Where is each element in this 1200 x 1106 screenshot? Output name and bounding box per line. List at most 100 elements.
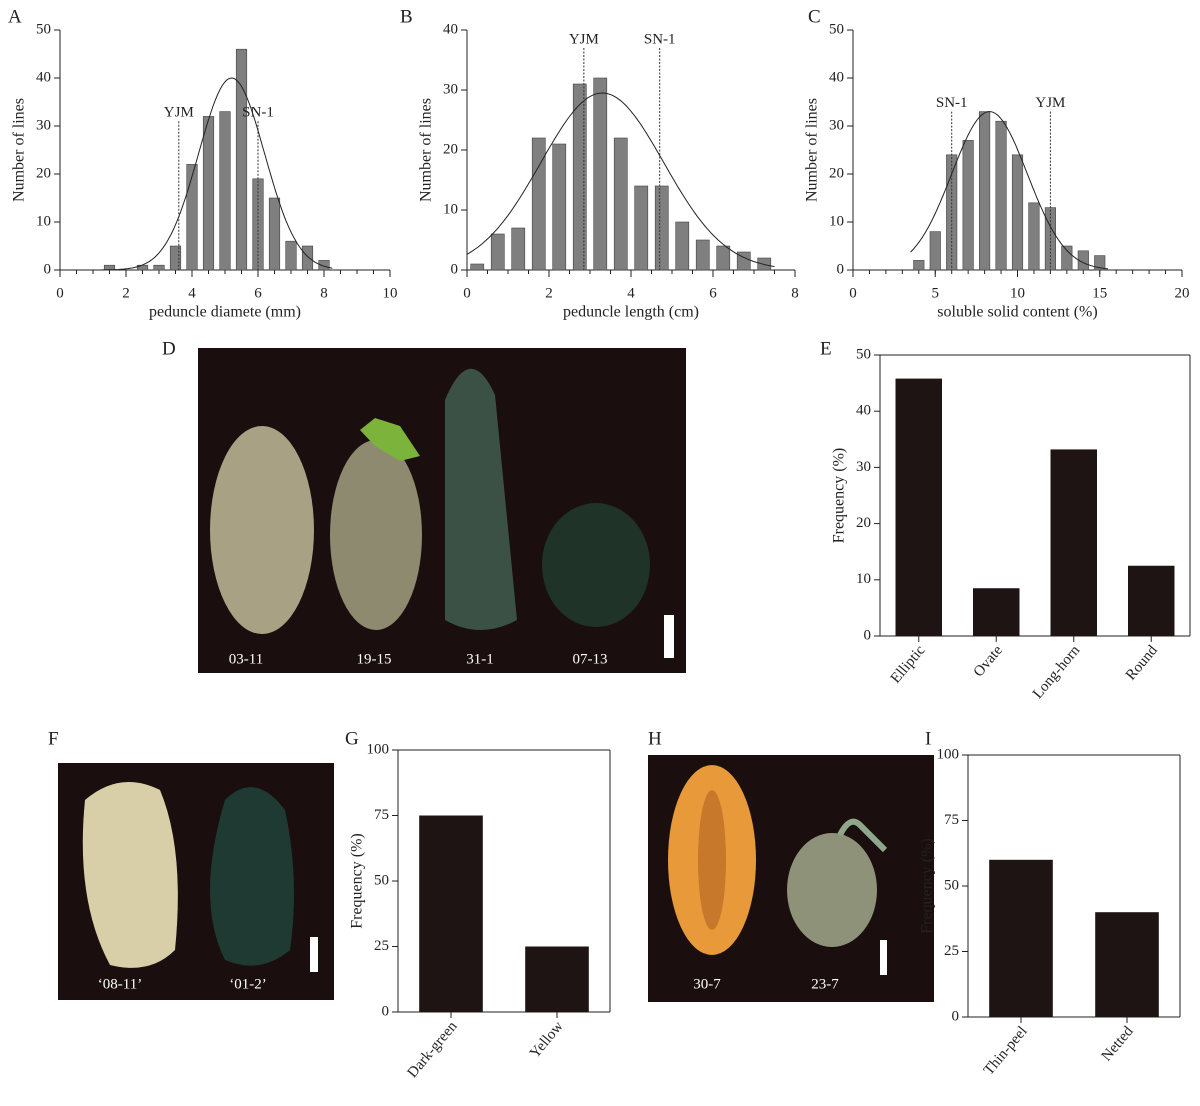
x-tick-label: 6 [254,285,262,301]
x-tick-label: 8 [791,285,799,301]
y-tick-label: 50 [374,872,389,888]
y-tick-label: 10 [856,571,871,587]
leaf [360,418,420,461]
photo-label: 31-1 [466,651,494,667]
panel-letter: F [48,728,59,749]
y-tick-label: 20 [829,165,844,181]
histogram-bar [1094,255,1106,271]
annotation-label: YJM [164,105,194,121]
panel-letter: E [820,338,832,359]
histogram-bar [1011,154,1024,271]
y-tick-label: 40 [443,21,458,37]
x-tick-label: Ovate [971,642,1006,680]
bar [895,378,942,636]
y-tick-label: 20 [36,165,51,181]
fruit [445,368,517,630]
seeds [698,790,726,930]
y-tick-label: 0 [837,261,845,277]
bar [1095,912,1159,1017]
histogram-bar [593,77,608,271]
fruit [787,833,877,947]
x-axis-title: peduncle diamete (mm) [149,304,301,321]
y-tick-label: 0 [451,261,459,277]
fruit [82,782,178,968]
y-tick-label: 40 [36,69,51,85]
y-axis-title: Frequency (%) [831,448,848,544]
photo-label: ‘08-11’ [98,976,142,992]
panel-letter: G [345,728,359,749]
x-tick-label: 2 [545,285,553,301]
y-tick-label: 50 [856,346,871,362]
x-tick-label: Thin-peel [981,1023,1031,1078]
panel-letter: C [808,6,821,27]
histogram-bar [1028,202,1040,271]
annotation-label: SN-1 [936,95,968,111]
panel-letter: A [8,6,22,27]
x-tick-label: Dark-green [405,1018,461,1081]
histogram-bar [572,83,587,271]
x-tick-label: Round [1123,642,1161,683]
x-tick-label: 0 [56,285,64,301]
y-tick-label: 75 [374,807,389,823]
photo-label: 19-15 [357,651,392,667]
bar [989,859,1053,1017]
photo-f: ‘08-11’ ‘01-2’ [58,763,334,1000]
histogram-bar [490,233,505,271]
y-tick-label: 0 [952,1008,960,1024]
scale-bar [664,615,674,658]
photo-d: 03-11 19-15 31-1 07-13 [198,348,686,673]
bar [525,946,589,1012]
stem [837,818,888,853]
photo-label: ‘01-2’ [229,976,267,992]
histogram-bar [235,48,248,271]
y-axis-title: Number of lines [804,98,821,202]
y-axis-title: Number of lines [418,98,435,202]
y-tick-label: 10 [36,213,51,229]
y-tick-label: 30 [36,117,51,133]
bar [419,815,483,1012]
histogram-bar [962,140,974,271]
annotation-label: YJM [569,31,599,47]
photo-label: 23-7 [811,976,839,992]
annotation-label: SN-1 [242,105,274,121]
y-tick-label: 10 [443,201,458,217]
histogram-bar [268,197,281,271]
histogram-bar [675,221,690,271]
y-axis-title: Frequency (%) [919,838,936,934]
annotation-label: SN-1 [644,31,676,47]
x-axis-title: peduncle length (cm) [563,304,699,321]
y-tick-label: 25 [944,943,959,959]
annotation-label: YJM [1035,95,1065,111]
histogram-bar [1077,250,1089,271]
x-tick-label: 6 [709,285,717,301]
y-axis-title: Number of lines [11,98,28,202]
photo-label: 30-7 [693,976,721,992]
histogram-bar [979,111,991,271]
histogram-bar [169,245,182,271]
histogram-bar [186,164,198,271]
histogram-bar [318,260,330,271]
histogram-bar [202,116,215,271]
photo-label: 03-11 [229,651,263,667]
y-tick-label: 100 [937,746,960,762]
y-tick-label: 30 [829,117,844,133]
x-axis-title: soluble solid content (%) [937,304,1097,321]
y-tick-label: 0 [864,627,872,643]
fit-curve [101,77,333,271]
histogram-bar [634,185,649,271]
y-tick-label: 10 [829,213,844,229]
histogram-bar [219,111,231,271]
bar [1128,565,1175,636]
histogram-bar [1061,245,1073,271]
x-tick-label: Netted [1099,1023,1137,1064]
x-tick-label: Long-horn [1030,642,1084,702]
histogram-bar [716,245,731,271]
y-tick-label: 50 [944,877,959,893]
y-tick-label: 50 [36,21,51,37]
y-tick-label: 100 [367,741,390,757]
x-tick-label: 0 [463,285,471,301]
x-tick-label: 2 [122,285,130,301]
histogram-bar [153,264,165,271]
fruit [542,503,650,627]
